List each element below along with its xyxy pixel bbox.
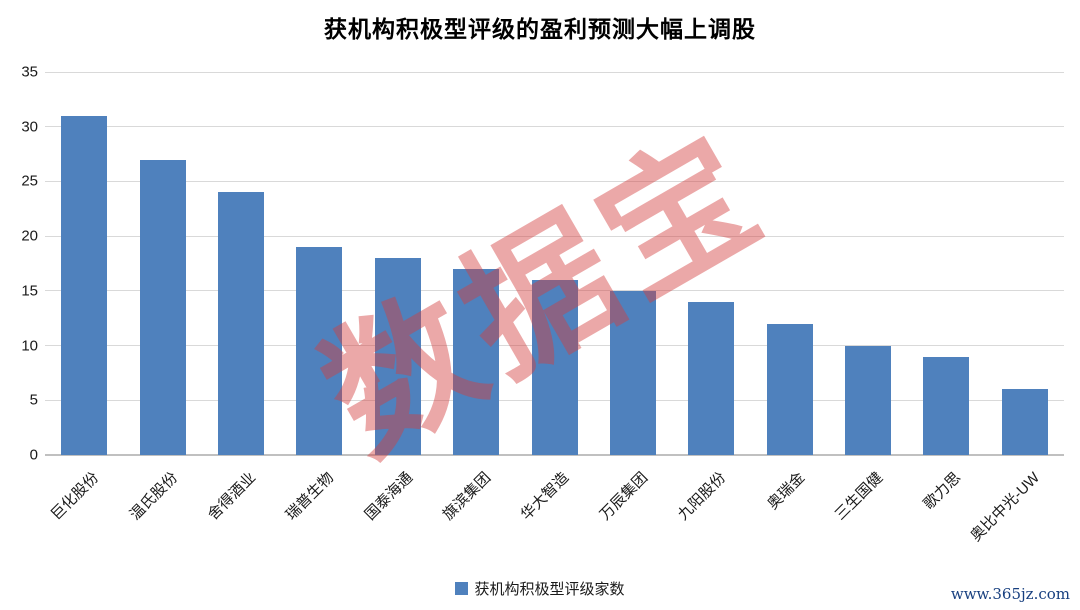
- chart-title: 获机构积极型评级的盈利预测大幅上调股: [324, 17, 756, 42]
- x-tick-label: 温氏股份: [126, 469, 181, 524]
- x-axis-line: [45, 454, 1064, 456]
- bar: [374, 258, 421, 455]
- bar: [766, 324, 813, 455]
- x-tick-label: 歌力思: [920, 469, 965, 513]
- bar: [217, 192, 264, 455]
- x-tick-label: 舍得酒业: [204, 469, 260, 524]
- y-tick-label: 5: [29, 391, 38, 409]
- source-link[interactable]: www.365jz.com: [950, 585, 1070, 603]
- gridline: [45, 180, 1064, 182]
- plot-area: [45, 71, 1064, 456]
- x-tick-label: 旗滨集团: [439, 469, 495, 524]
- x-tick-label: 奥瑞金: [763, 469, 808, 513]
- y-tick-label: 35: [21, 63, 38, 81]
- bar: [688, 302, 735, 455]
- legend: 获机构积极型评级家数: [0, 578, 1080, 599]
- x-tick-label: 九阳股份: [674, 469, 730, 524]
- y-axis: 0 5 10 15 20 25 30 35: [0, 64, 38, 464]
- gridline: [45, 71, 1064, 73]
- bar: [609, 291, 656, 455]
- gridline: [45, 235, 1064, 237]
- x-axis: 巨化股份 温氏股份 舍得酒业 瑞普生物 国泰海通 旗滨集团 华大智造 万辰集团 九阳股份 奥瑞金三…: [45, 455, 1064, 575]
- legend-label: 获机构积极型评级家数: [474, 581, 625, 598]
- x-tick-label: 巨化股份: [47, 469, 103, 524]
- y-tick-label: 25: [21, 172, 38, 190]
- y-tick-label: 0: [29, 446, 38, 464]
- y-tick-label: 20: [21, 227, 38, 245]
- y-tick-label: 30: [21, 118, 38, 136]
- bar: [531, 280, 578, 455]
- x-tick-label: 瑞普生物: [283, 469, 338, 524]
- bar: [453, 269, 500, 455]
- legend-swatch-icon: [455, 582, 469, 595]
- y-tick-label: 10: [21, 337, 38, 355]
- bar: [139, 160, 186, 455]
- x-tick-label: 华大智造: [518, 469, 573, 524]
- x-tick-label: 万辰集团: [596, 469, 652, 524]
- x-tick-label: 奥比中光-UW: [967, 469, 1043, 545]
- x-tick-label: 三生国健: [831, 469, 887, 524]
- x-tick-label: 国泰海通: [361, 469, 416, 524]
- gridline: [45, 126, 1064, 128]
- bar: [923, 357, 970, 455]
- y-tick-label: 15: [21, 282, 38, 300]
- bar: [845, 346, 892, 455]
- bar: [296, 247, 343, 455]
- bar: [61, 116, 108, 455]
- bar: [1001, 389, 1048, 455]
